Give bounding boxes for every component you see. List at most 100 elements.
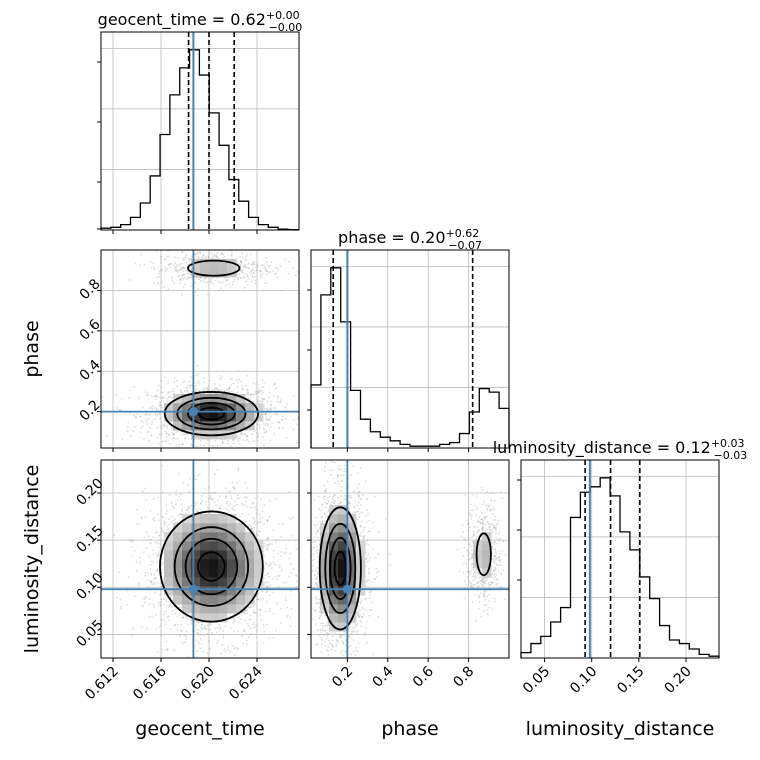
scatter-point (365, 480, 367, 483)
scatter-point (280, 622, 282, 624)
scatter-point (246, 388, 249, 391)
scatter-point (219, 389, 222, 392)
scatter-point (238, 497, 241, 500)
density-cell (200, 568, 210, 578)
scatter-point (204, 488, 207, 491)
scatter-point (228, 490, 231, 493)
scatter-point (256, 390, 259, 393)
scatter-point (250, 394, 252, 397)
contour-line (184, 537, 239, 596)
scatter-point (326, 631, 329, 634)
density-cell (200, 586, 210, 596)
scatter-point (261, 272, 264, 275)
scatter-point (263, 444, 265, 446)
scatter-point (161, 464, 164, 467)
scatter-point (279, 400, 282, 403)
scatter-point (160, 427, 163, 430)
scatter-point (254, 624, 257, 627)
scatter-point (173, 433, 175, 436)
scatter-point (167, 454, 169, 456)
scatter-point (168, 433, 171, 436)
scatter-point (275, 541, 278, 544)
scatter-point (161, 563, 164, 566)
scatter-point (169, 595, 172, 598)
scatter-point (215, 255, 218, 257)
density-cell (245, 550, 255, 560)
scatter-point (181, 251, 184, 253)
scatter-point (271, 422, 274, 425)
scatter-point (195, 502, 197, 505)
scatter-point (156, 281, 159, 284)
scatter-point (177, 269, 179, 272)
scatter-point (294, 274, 297, 277)
scatter-point (245, 449, 247, 451)
scatter-point (181, 508, 184, 511)
scatter-point (164, 258, 166, 261)
scatter-point (205, 627, 207, 630)
scatter-point (197, 474, 200, 477)
scatter-point (241, 252, 244, 255)
scatter-point (259, 614, 262, 617)
scatter-point (263, 630, 266, 633)
scatter-point (276, 602, 279, 604)
scatter-point (187, 277, 190, 280)
scatter-point (229, 615, 232, 618)
scatter-point (276, 395, 279, 398)
scatter-point (221, 441, 224, 444)
scatter-point (216, 627, 219, 629)
scatter-point (161, 424, 164, 427)
scatter-point (119, 607, 122, 610)
scatter-point (138, 397, 141, 399)
scatter-point (172, 387, 175, 390)
scatter-point (223, 648, 226, 651)
scatter-point (193, 253, 196, 256)
scatter-point (197, 278, 200, 281)
density-cell (191, 421, 201, 431)
scatter-point (165, 440, 167, 443)
scatter-point (254, 276, 257, 278)
density-cell (173, 523, 183, 533)
scatter-point (160, 634, 163, 637)
scatter-point (268, 265, 270, 267)
scatter-point (290, 518, 293, 521)
scatter-point (289, 625, 292, 628)
scatter-point (181, 251, 184, 254)
scatter-point (232, 486, 235, 489)
scatter-point (153, 408, 156, 410)
scatter-point (265, 429, 268, 432)
scatter-point (249, 606, 252, 609)
scatter-point (214, 387, 217, 390)
scatter-point (166, 427, 169, 430)
scatter-point (270, 563, 273, 566)
scatter-point (227, 283, 230, 286)
scatter-point (280, 570, 283, 573)
scatter-point (252, 261, 254, 264)
scatter-point (277, 269, 279, 272)
scatter-point (144, 412, 147, 414)
scatter-point (210, 498, 213, 500)
scatter-point (214, 440, 217, 442)
y-tick-label: 0.8 (77, 276, 104, 303)
scatter-point (315, 582, 317, 585)
density-cell (218, 523, 228, 533)
density-cell (182, 586, 192, 596)
scatter-point (260, 270, 262, 272)
scatter-point (230, 254, 233, 257)
scatter-point (188, 258, 191, 261)
density-cell (200, 412, 210, 422)
scatter-point (199, 443, 202, 446)
scatter-point (215, 387, 218, 390)
scatter-point (180, 389, 183, 391)
scatter-point (180, 268, 183, 271)
contour-line (159, 510, 264, 623)
scatter-point (266, 419, 269, 421)
scatter-point (246, 284, 249, 286)
scatter-point (173, 392, 176, 395)
scatter-point (194, 451, 196, 453)
scatter-point (258, 598, 261, 601)
scatter-point (173, 377, 176, 380)
scatter-point (263, 504, 266, 506)
scatter-point (289, 552, 292, 555)
panel-phase-vs-luminosity-distance: 0.2 0.4 0.6 0.8 (307, 459, 510, 691)
scatter-point (178, 264, 181, 267)
